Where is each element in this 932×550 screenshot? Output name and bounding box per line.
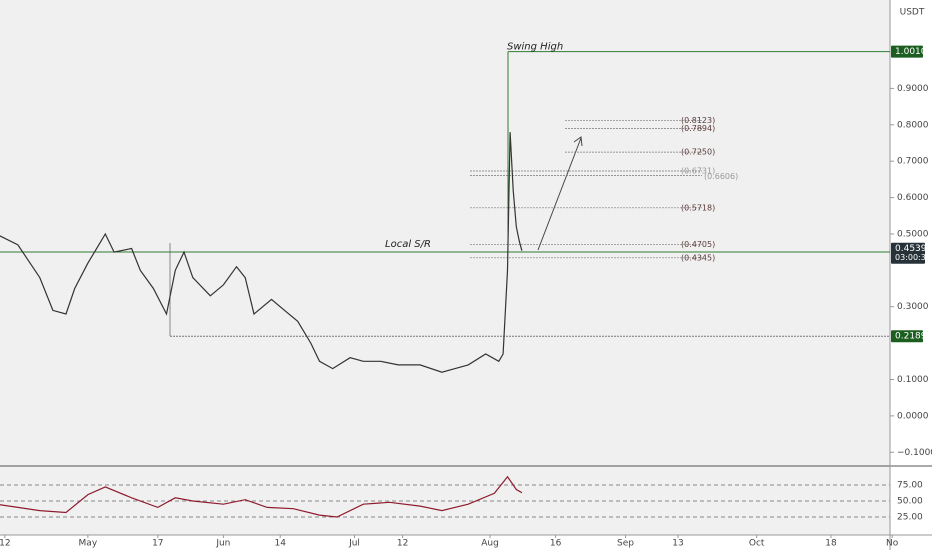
- plot-background: [0, 0, 890, 535]
- x-tick-label: Aug: [481, 539, 499, 549]
- y-tick-label: 0.3000: [897, 302, 929, 312]
- y-tick-label: 0.5000: [897, 229, 929, 239]
- rsi-tick-label: 25.00: [897, 513, 923, 523]
- price-line: [0, 132, 523, 373]
- swing-high-price-box: [891, 45, 923, 58]
- x-tick-label: 16: [550, 539, 562, 549]
- y-tick-label: 0.7000: [897, 157, 929, 167]
- swing-high-price-label: 1.0010: [895, 47, 927, 57]
- x-tick-label: 12: [397, 539, 408, 549]
- x-tick-label: Jun: [215, 539, 230, 549]
- fib-level-label: (0.4345): [681, 253, 715, 262]
- y-tick-label: 0.8000: [897, 120, 929, 130]
- y-tick-label: −0.1000: [897, 448, 932, 458]
- x-tick-label: 18: [825, 539, 837, 549]
- x-tick-label: Jul: [348, 539, 360, 549]
- y-tick-label: 0.6000: [897, 193, 929, 203]
- x-tick-label: No: [886, 539, 899, 549]
- y-tick-label: 0.1000: [897, 375, 929, 385]
- rsi-line: [0, 475, 523, 518]
- x-tick-label: May: [79, 539, 98, 549]
- current-price-box: [891, 242, 925, 264]
- x-tick-label: Sep: [617, 539, 634, 549]
- x-tick-label: 13: [672, 539, 683, 549]
- fib-level-label: (0.6606): [704, 172, 738, 181]
- fib-level-label: (0.8123): [681, 116, 715, 125]
- support-price-label: 0.2189: [895, 332, 927, 342]
- x-tick-label: Oct: [749, 539, 765, 549]
- rsi-tick-label: 75.00: [897, 481, 923, 491]
- support-price-box: [891, 330, 923, 343]
- x-tick-label: 14: [274, 539, 286, 549]
- current-price-label: 0.4539: [895, 244, 927, 254]
- projection-arrow: [537, 136, 583, 251]
- local-sr-text: Local S/R: [385, 239, 431, 250]
- countdown-label: 03:00:38: [895, 253, 931, 262]
- currency-unit: USDT: [900, 8, 925, 18]
- swing-high-text: Swing High: [507, 42, 563, 53]
- fib-level-label: (0.7250): [681, 148, 715, 157]
- fib-level-label: (0.4705): [681, 240, 715, 249]
- rsi-tick-label: 50.00: [897, 497, 923, 507]
- x-tick-label: 17: [152, 539, 163, 549]
- y-tick-label: 0.0000: [897, 411, 929, 421]
- y-tick-label: 0.9000: [897, 84, 929, 94]
- fib-level-label: (0.6731): [681, 166, 715, 175]
- fib-level-label: (0.7894): [681, 124, 715, 133]
- x-tick-label: 12: [0, 539, 11, 549]
- fib-level-label: (0.5718): [681, 203, 715, 212]
